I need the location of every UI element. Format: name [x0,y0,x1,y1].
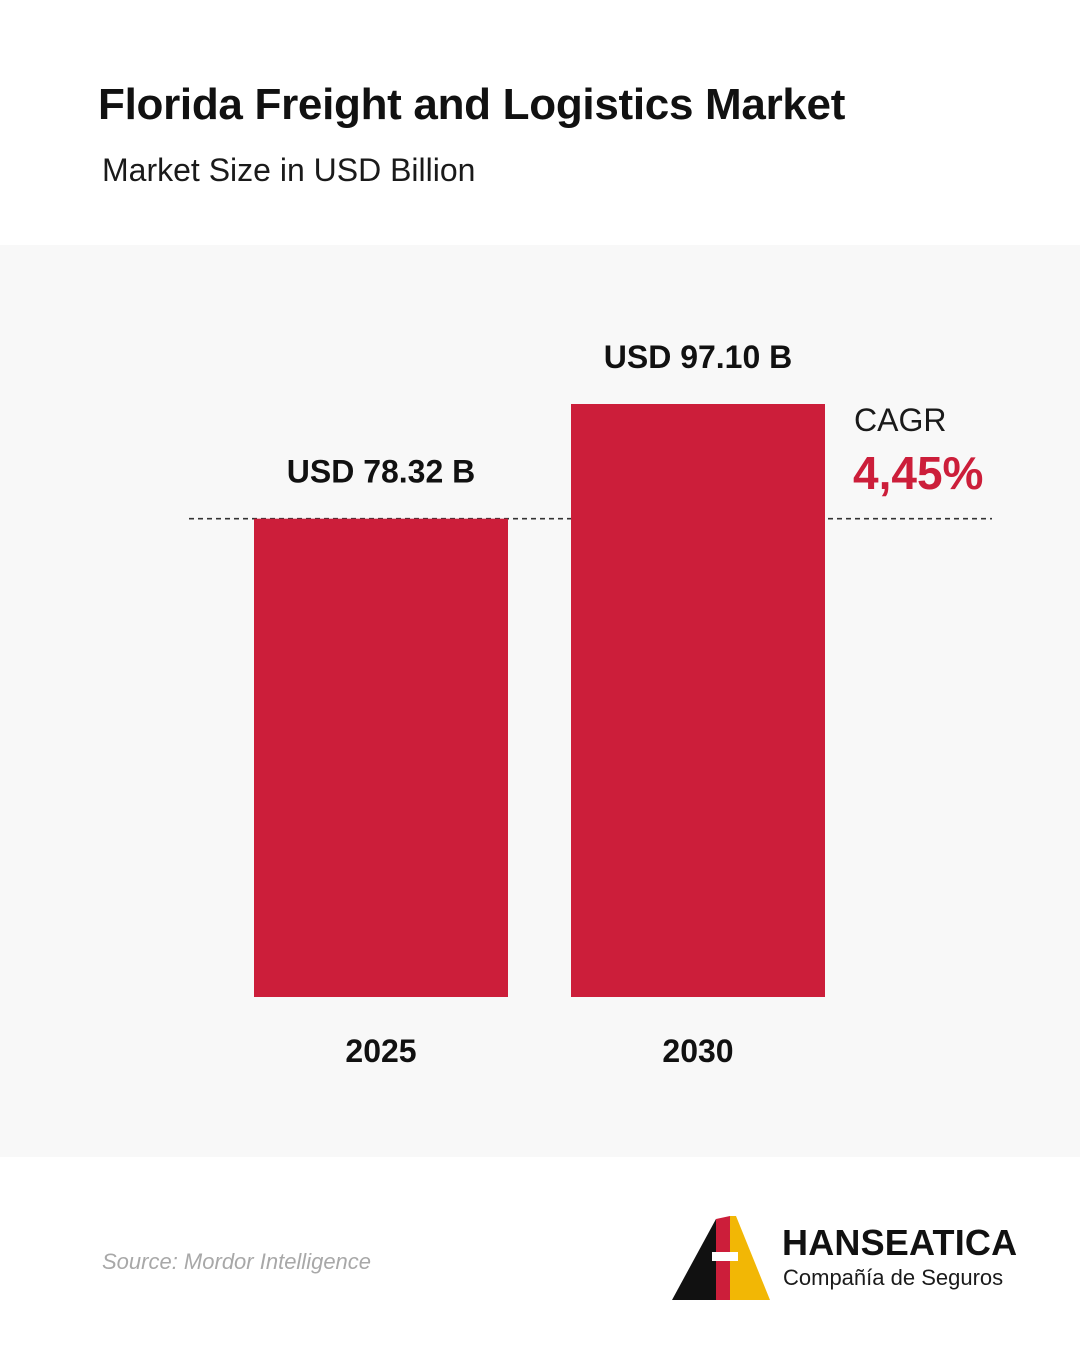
page-title: Florida Freight and Logistics Market [98,80,846,129]
category-label-2030: 2030 [662,1033,733,1069]
bar-chart: USD 78.32 B 2025 USD 97.10 B 2030 [189,339,992,1069]
category-label-2025: 2025 [345,1033,416,1069]
data-label-2025: USD 78.32 B [287,454,476,490]
source-note: Source: Mordor Intelligence [102,1249,372,1274]
hanseatica-logo-icon [672,1216,770,1300]
bar-2030 [571,404,825,997]
labels-group: USD 78.32 B 2025 USD 97.10 B 2030 [287,339,793,1069]
cagr-label: CAGR [854,402,947,438]
page-subtitle: Market Size in USD Billion [102,152,476,188]
cagr-value: 4,45% [853,447,984,499]
bar-2025 [254,518,508,997]
bars-group [254,404,825,997]
brand-name: HANSEATICA [782,1222,1018,1263]
brand-tagline: Compañía de Seguros [783,1265,1004,1290]
data-label-2030: USD 97.10 B [604,339,793,375]
chart-panel: USD 78.32 B 2025 USD 97.10 B 2030 [0,245,1080,1157]
